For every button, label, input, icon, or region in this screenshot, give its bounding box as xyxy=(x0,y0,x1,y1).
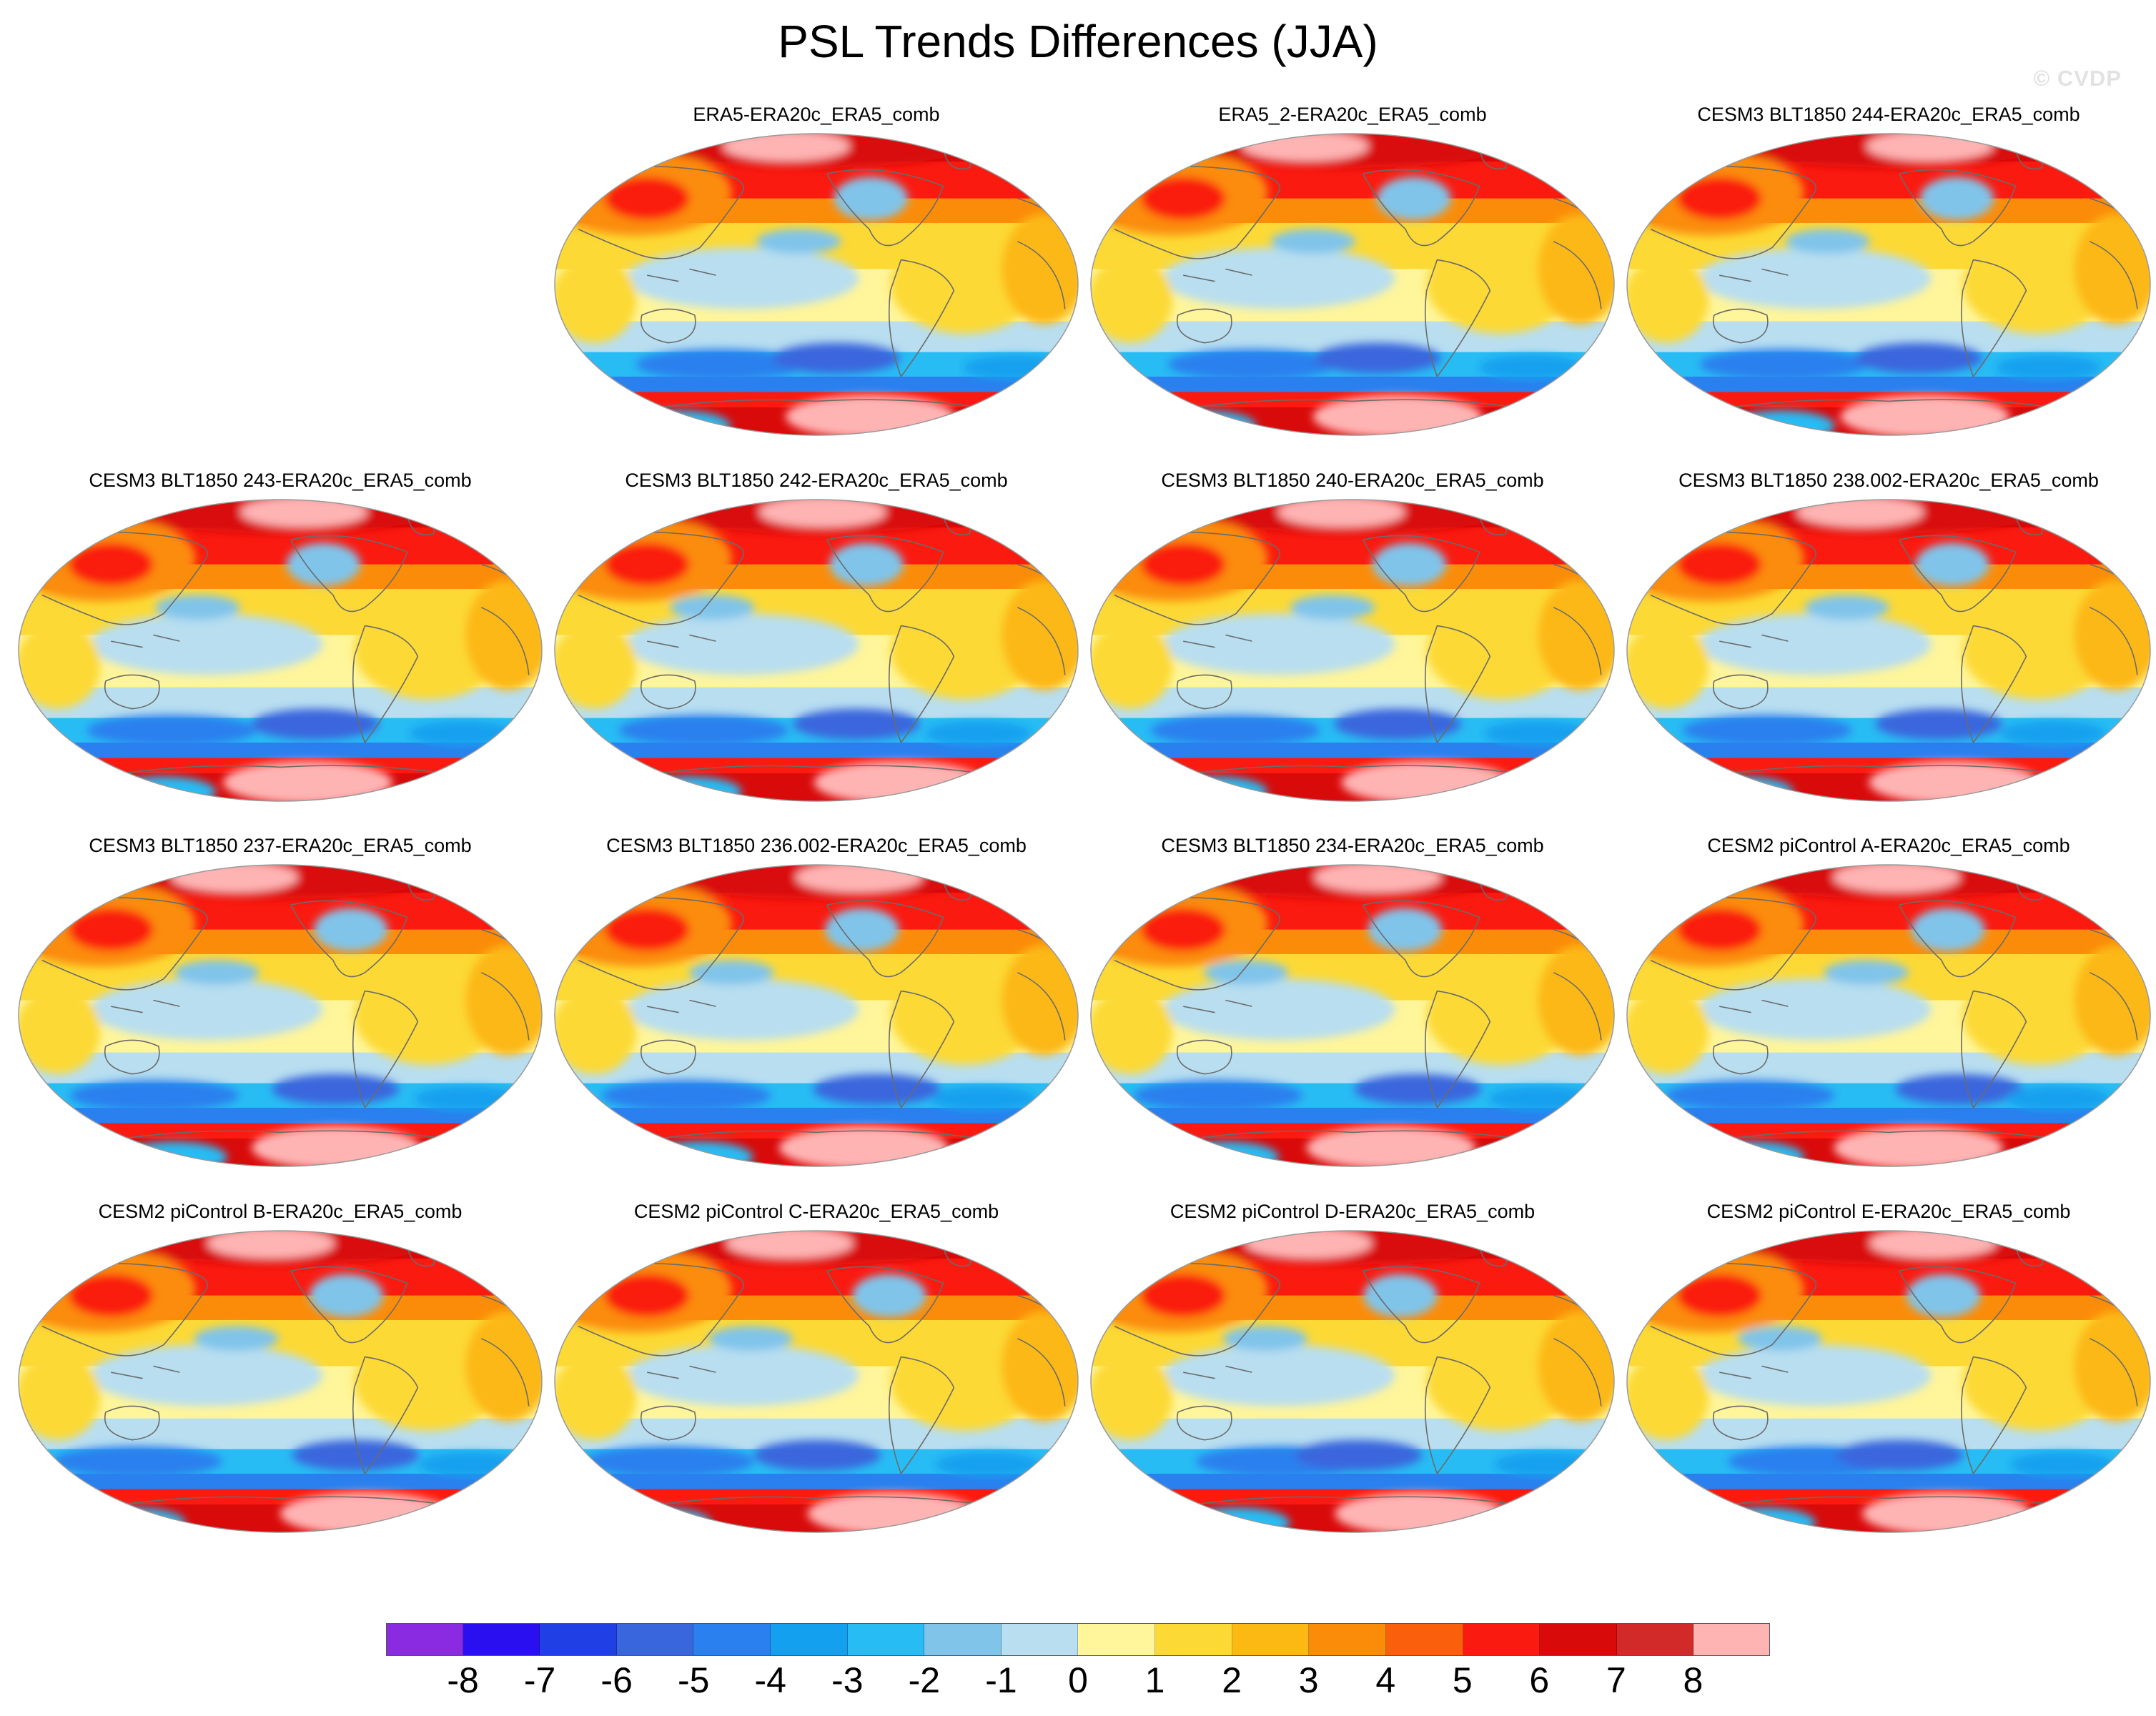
colorbar-segment xyxy=(1078,1623,1156,1656)
colorbar-segment xyxy=(693,1623,771,1656)
colorbar-tick-label: 4 xyxy=(1375,1660,1396,1700)
map-plot xyxy=(1090,133,1615,436)
map-plot xyxy=(1090,864,1615,1167)
colorbar-segment xyxy=(924,1623,1002,1656)
map-panel: CESM2 piControl B-ERA20c_ERA5_comb xyxy=(9,1199,552,1549)
panel-label: CESM3 BLT1850 244-ERA20c_ERA5_comb xyxy=(1697,104,2080,125)
map-plot xyxy=(18,864,543,1167)
colorbar-tick-label: 2 xyxy=(1222,1660,1242,1700)
panel-label: CESM3 BLT1850 240-ERA20c_ERA5_comb xyxy=(1161,470,1544,491)
colorbar-tick-label: -7 xyxy=(523,1660,556,1700)
map-panel: CESM3 BLT1850 234-ERA20c_ERA5_comb xyxy=(1081,833,1624,1184)
colorbar-segment xyxy=(1385,1623,1463,1656)
panel-label: CESM2 piControl A-ERA20c_ERA5_comb xyxy=(1707,835,2070,856)
colorbar: -8 -7 -6 -5 -4 -3 -2 -1 0 1 2 3 4 5 6 7 8 xyxy=(386,1623,1770,1700)
colorbar-segment xyxy=(1232,1623,1310,1656)
panel-label: ERA5-ERA20c_ERA5_comb xyxy=(693,104,940,125)
colorbar-tick-label: 6 xyxy=(1529,1660,1550,1700)
map-panel: ERA5-ERA20c_ERA5_comb xyxy=(545,102,1088,452)
colorbar-segment xyxy=(1693,1623,1770,1656)
cvdp-watermark: © CVDP xyxy=(2033,66,2122,91)
map-panel: CESM3 BLT1850 242-ERA20c_ERA5_comb xyxy=(545,468,1088,818)
figure-title: PSL Trends Differences (JJA) xyxy=(778,16,1378,67)
map-panel: CESM3 BLT1850 238.002-ERA20c_ERA5_comb xyxy=(1617,468,2156,818)
colorbar-segment xyxy=(1155,1623,1232,1656)
colorbar-segment xyxy=(847,1623,925,1656)
colorbar-tick-label: -5 xyxy=(677,1660,710,1700)
map-plot xyxy=(1626,499,2151,802)
map-panel: CESM3 BLT1850 240-ERA20c_ERA5_comb xyxy=(1081,468,1624,818)
panel-label: ERA5_2-ERA20c_ERA5_comb xyxy=(1218,104,1487,125)
colorbar-tick-label: -1 xyxy=(985,1660,1017,1700)
map-panel: CESM2 piControl D-ERA20c_ERA5_comb xyxy=(1081,1199,1624,1549)
colorbar-tick-label: -8 xyxy=(447,1660,479,1700)
panel-label: CESM3 BLT1850 238.002-ERA20c_ERA5_comb xyxy=(1678,470,2099,491)
colorbar-segment xyxy=(616,1623,694,1656)
colorbar-tick-label: -6 xyxy=(600,1660,633,1700)
panel-label: CESM2 piControl D-ERA20c_ERA5_comb xyxy=(1170,1201,1536,1222)
map-panel: CESM2 piControl E-ERA20c_ERA5_comb xyxy=(1617,1199,2156,1549)
panel-label: CESM2 piControl E-ERA20c_ERA5_comb xyxy=(1706,1201,2071,1222)
colorbar-segment xyxy=(540,1623,617,1656)
panel-label: CESM3 BLT1850 243-ERA20c_ERA5_comb xyxy=(89,470,472,491)
colorbar-segment xyxy=(1616,1623,1694,1656)
colorbar-segment xyxy=(386,1623,463,1656)
colorbar-tick-label: 1 xyxy=(1144,1660,1165,1700)
colorbar-segment xyxy=(1309,1623,1386,1656)
colorbar-tick-label: 8 xyxy=(1683,1660,1703,1700)
colorbar-tick-label: 3 xyxy=(1298,1660,1319,1700)
map-panel: CESM3 BLT1850 236.002-ERA20c_ERA5_comb xyxy=(545,833,1088,1184)
colorbar-segment xyxy=(771,1623,848,1656)
map-panel: CESM2 piControl A-ERA20c_ERA5_comb xyxy=(1617,833,2156,1184)
colorbar-tick-label: -2 xyxy=(908,1660,941,1700)
colorbar-segment xyxy=(1463,1623,1541,1656)
map-plot xyxy=(1626,1230,2151,1533)
map-panel: CESM3 BLT1850 237-ERA20c_ERA5_comb xyxy=(9,833,552,1184)
panel-label: CESM3 BLT1850 234-ERA20c_ERA5_comb xyxy=(1161,835,1544,856)
colorbar-segment xyxy=(463,1623,540,1656)
map-panel: CESM3 BLT1850 244-ERA20c_ERA5_comb xyxy=(1617,102,2156,452)
map-plot xyxy=(554,499,1079,802)
map-plot xyxy=(1626,133,2151,436)
map-panel: ERA5_2-ERA20c_ERA5_comb xyxy=(1081,102,1624,452)
colorbar-segment xyxy=(1001,1623,1079,1656)
map-plot xyxy=(1626,864,2151,1167)
map-plot xyxy=(554,1230,1079,1533)
map-plot xyxy=(554,133,1079,436)
panel-label: CESM3 BLT1850 236.002-ERA20c_ERA5_comb xyxy=(606,835,1027,856)
map-plot xyxy=(18,499,543,802)
map-plot xyxy=(554,864,1079,1167)
map-panel: CESM3 BLT1850 243-ERA20c_ERA5_comb xyxy=(9,468,552,818)
map-panel: CESM2 piControl C-ERA20c_ERA5_comb xyxy=(545,1199,1088,1549)
colorbar-tick-label: 5 xyxy=(1452,1660,1473,1700)
colorbar-segment xyxy=(1540,1623,1617,1656)
colorbar-tick-label: 7 xyxy=(1606,1660,1626,1700)
panel-label: CESM2 piControl C-ERA20c_ERA5_comb xyxy=(633,1201,999,1222)
panel-label: CESM2 piControl B-ERA20c_ERA5_comb xyxy=(98,1201,463,1222)
colorbar-tick-label: -3 xyxy=(831,1660,864,1700)
colorbar-tick-label: 0 xyxy=(1068,1660,1088,1700)
map-plot xyxy=(1090,499,1615,802)
panel-label: CESM3 BLT1850 237-ERA20c_ERA5_comb xyxy=(89,835,472,856)
colorbar-tick-label: -4 xyxy=(754,1660,786,1700)
map-plot xyxy=(1090,1230,1615,1533)
map-plot xyxy=(18,1230,543,1533)
panel-label: CESM3 BLT1850 242-ERA20c_ERA5_comb xyxy=(625,470,1008,491)
